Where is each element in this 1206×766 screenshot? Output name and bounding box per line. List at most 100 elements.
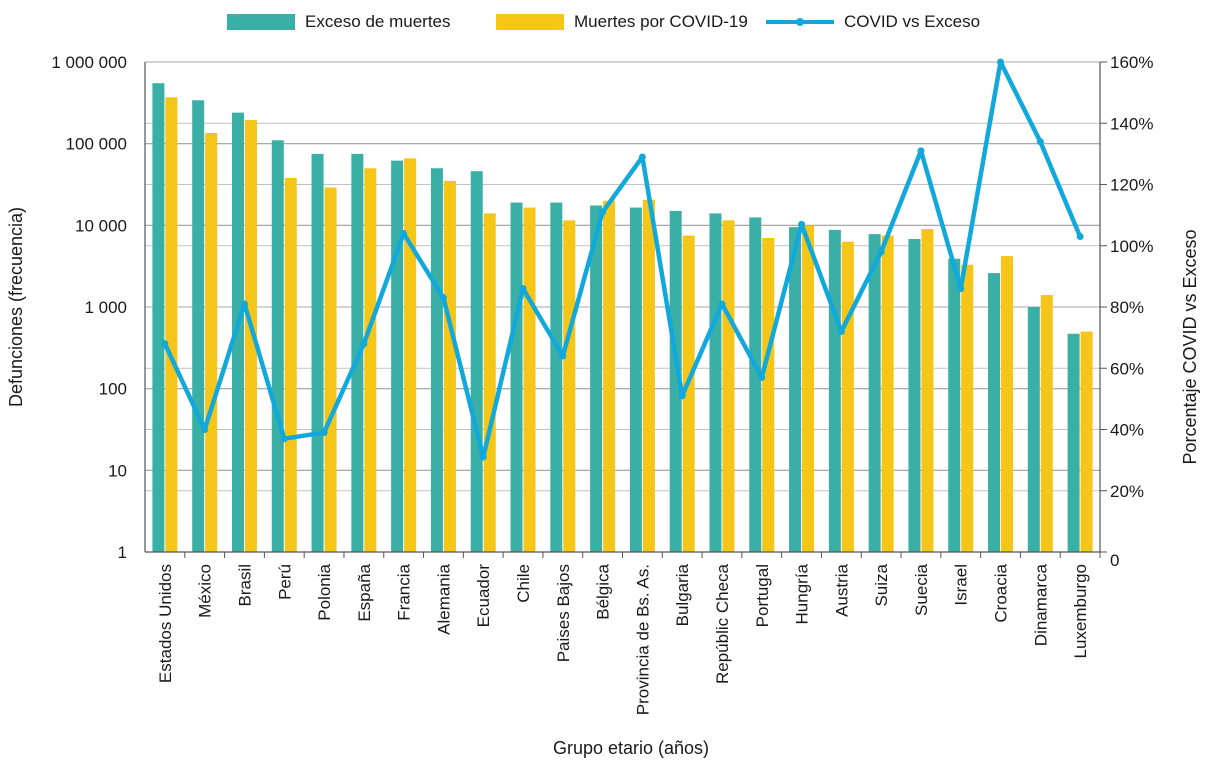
bar-exceso [550, 202, 563, 552]
bar-exceso [192, 100, 205, 552]
legend-item-covid: Muertes por COVID-19 [496, 8, 748, 36]
ratio-line-layer [161, 58, 1084, 461]
x-tick-label: Francia [395, 563, 414, 620]
y2-tick-label: 80% [1110, 298, 1144, 317]
ratio-point [439, 294, 447, 302]
bar-exceso [948, 258, 961, 552]
legend-label-ratio: COVID vs Exceso [844, 12, 981, 31]
y-tick-label: 1 000 000 [51, 53, 127, 72]
bar-covid [364, 168, 377, 552]
ratio-point [559, 352, 567, 360]
y-tick-label: 10 000 [75, 216, 127, 235]
bar-covid [603, 200, 616, 553]
ratio-point [957, 285, 965, 293]
y-tick-label: 100 000 [66, 135, 127, 154]
ratio-point [638, 153, 646, 161]
x-tick-label: Perú [275, 564, 294, 600]
bar-covid [1080, 331, 1093, 552]
bars [152, 83, 1093, 553]
ratio-point [798, 220, 806, 228]
legend-label-covid: Muertes por COVID-19 [574, 12, 748, 31]
bar-covid [762, 237, 775, 553]
x-axis-label: Grupo etario (años) [553, 738, 709, 758]
bar-exceso [828, 229, 841, 552]
y-tick-label: 1 [118, 543, 127, 562]
y2-tick-label: 120% [1110, 176, 1153, 195]
bar-exceso [749, 217, 762, 553]
bar-exceso [1027, 307, 1040, 552]
x-tick-label: Brasil [235, 564, 254, 607]
y-tick-label: 1 000 [84, 298, 127, 317]
legend-swatch-excess [227, 14, 295, 30]
bar-exceso [231, 112, 244, 552]
bar-exceso [590, 205, 603, 552]
x-tick-label: Bulgaria [673, 563, 692, 626]
ratio-point [201, 426, 209, 433]
bar-exceso [868, 234, 881, 552]
y2-tick-label: 40% [1110, 421, 1144, 440]
bar-covid [881, 235, 894, 552]
ratio-point [240, 300, 248, 308]
x-tick-label: Alemania [434, 563, 453, 634]
x-tick-label: Dinamarca [1031, 563, 1050, 646]
y2-tick-label: 140% [1110, 114, 1153, 133]
x-tick-label: Chile [514, 564, 533, 603]
ratio-point [837, 328, 845, 335]
legend-label-excess: Exceso de muertes [305, 12, 451, 31]
y-tick-label: 10 [108, 461, 127, 480]
y2-tick-label: 20% [1110, 482, 1144, 501]
ratio-point [360, 340, 368, 348]
bar-exceso [1067, 333, 1080, 552]
bar-covid [841, 241, 854, 552]
y-tick-label: 100 [99, 380, 127, 399]
bar-covid [1001, 256, 1014, 552]
bar-exceso [908, 239, 921, 552]
legend-swatch-ratio [766, 14, 834, 30]
y2-tick-label: 60% [1110, 359, 1144, 378]
x-tick-label: Hungría [793, 563, 812, 624]
bar-covid [961, 264, 974, 552]
bar-exceso [391, 160, 404, 552]
legend-swatch-covid [496, 14, 564, 30]
x-tick-label: España [355, 563, 374, 621]
bar-covid [802, 225, 815, 553]
ratio-point [997, 58, 1005, 66]
bar-exceso [311, 153, 324, 552]
bar-exceso [430, 168, 443, 552]
ratio-point [917, 147, 925, 155]
x-tick-label: Estados Unidos [156, 564, 175, 683]
bar-exceso [271, 140, 284, 553]
bar-covid [404, 158, 417, 552]
ratio-point [161, 340, 169, 348]
bar-covid [523, 207, 536, 552]
y2-axis-label: Porcentaje COVID vs Exceso [1180, 229, 1200, 464]
bar-covid [284, 177, 297, 552]
x-tick-label: Repúblic Checa [713, 563, 732, 684]
ratio-point [678, 392, 686, 400]
ratio-point [718, 300, 726, 308]
y2-tick-label: 100% [1110, 237, 1153, 256]
ratio-point [320, 429, 328, 437]
legend: Exceso de muertes Muertes por COVID-19 C… [0, 8, 1206, 36]
ratio-point [1036, 138, 1044, 146]
ratio-point [519, 285, 527, 293]
bar-exceso [152, 83, 165, 553]
ratio-line [162, 59, 1083, 460]
ratio-point [1076, 233, 1084, 241]
x-tick-label: México [196, 564, 215, 618]
y-axis-label: Defunciones (frecuencia) [6, 207, 26, 407]
bar-exceso [988, 273, 1001, 552]
y2-tick-label: 160% [1110, 53, 1153, 72]
bar-covid [722, 220, 735, 552]
x-tick-label: Ecuador [474, 564, 493, 628]
bar-covid [642, 199, 655, 553]
bar-covid [443, 180, 456, 552]
legend-item-excess: Exceso de muertes [227, 8, 451, 36]
x-tick-label: Croacia [992, 563, 1011, 622]
bar-covid [682, 235, 695, 552]
legend-item-ratio: COVID vs Exceso [766, 8, 980, 36]
bar-exceso [629, 207, 642, 552]
bar-covid [324, 187, 337, 552]
bar-exceso [789, 227, 802, 552]
bar-exceso [470, 171, 483, 552]
